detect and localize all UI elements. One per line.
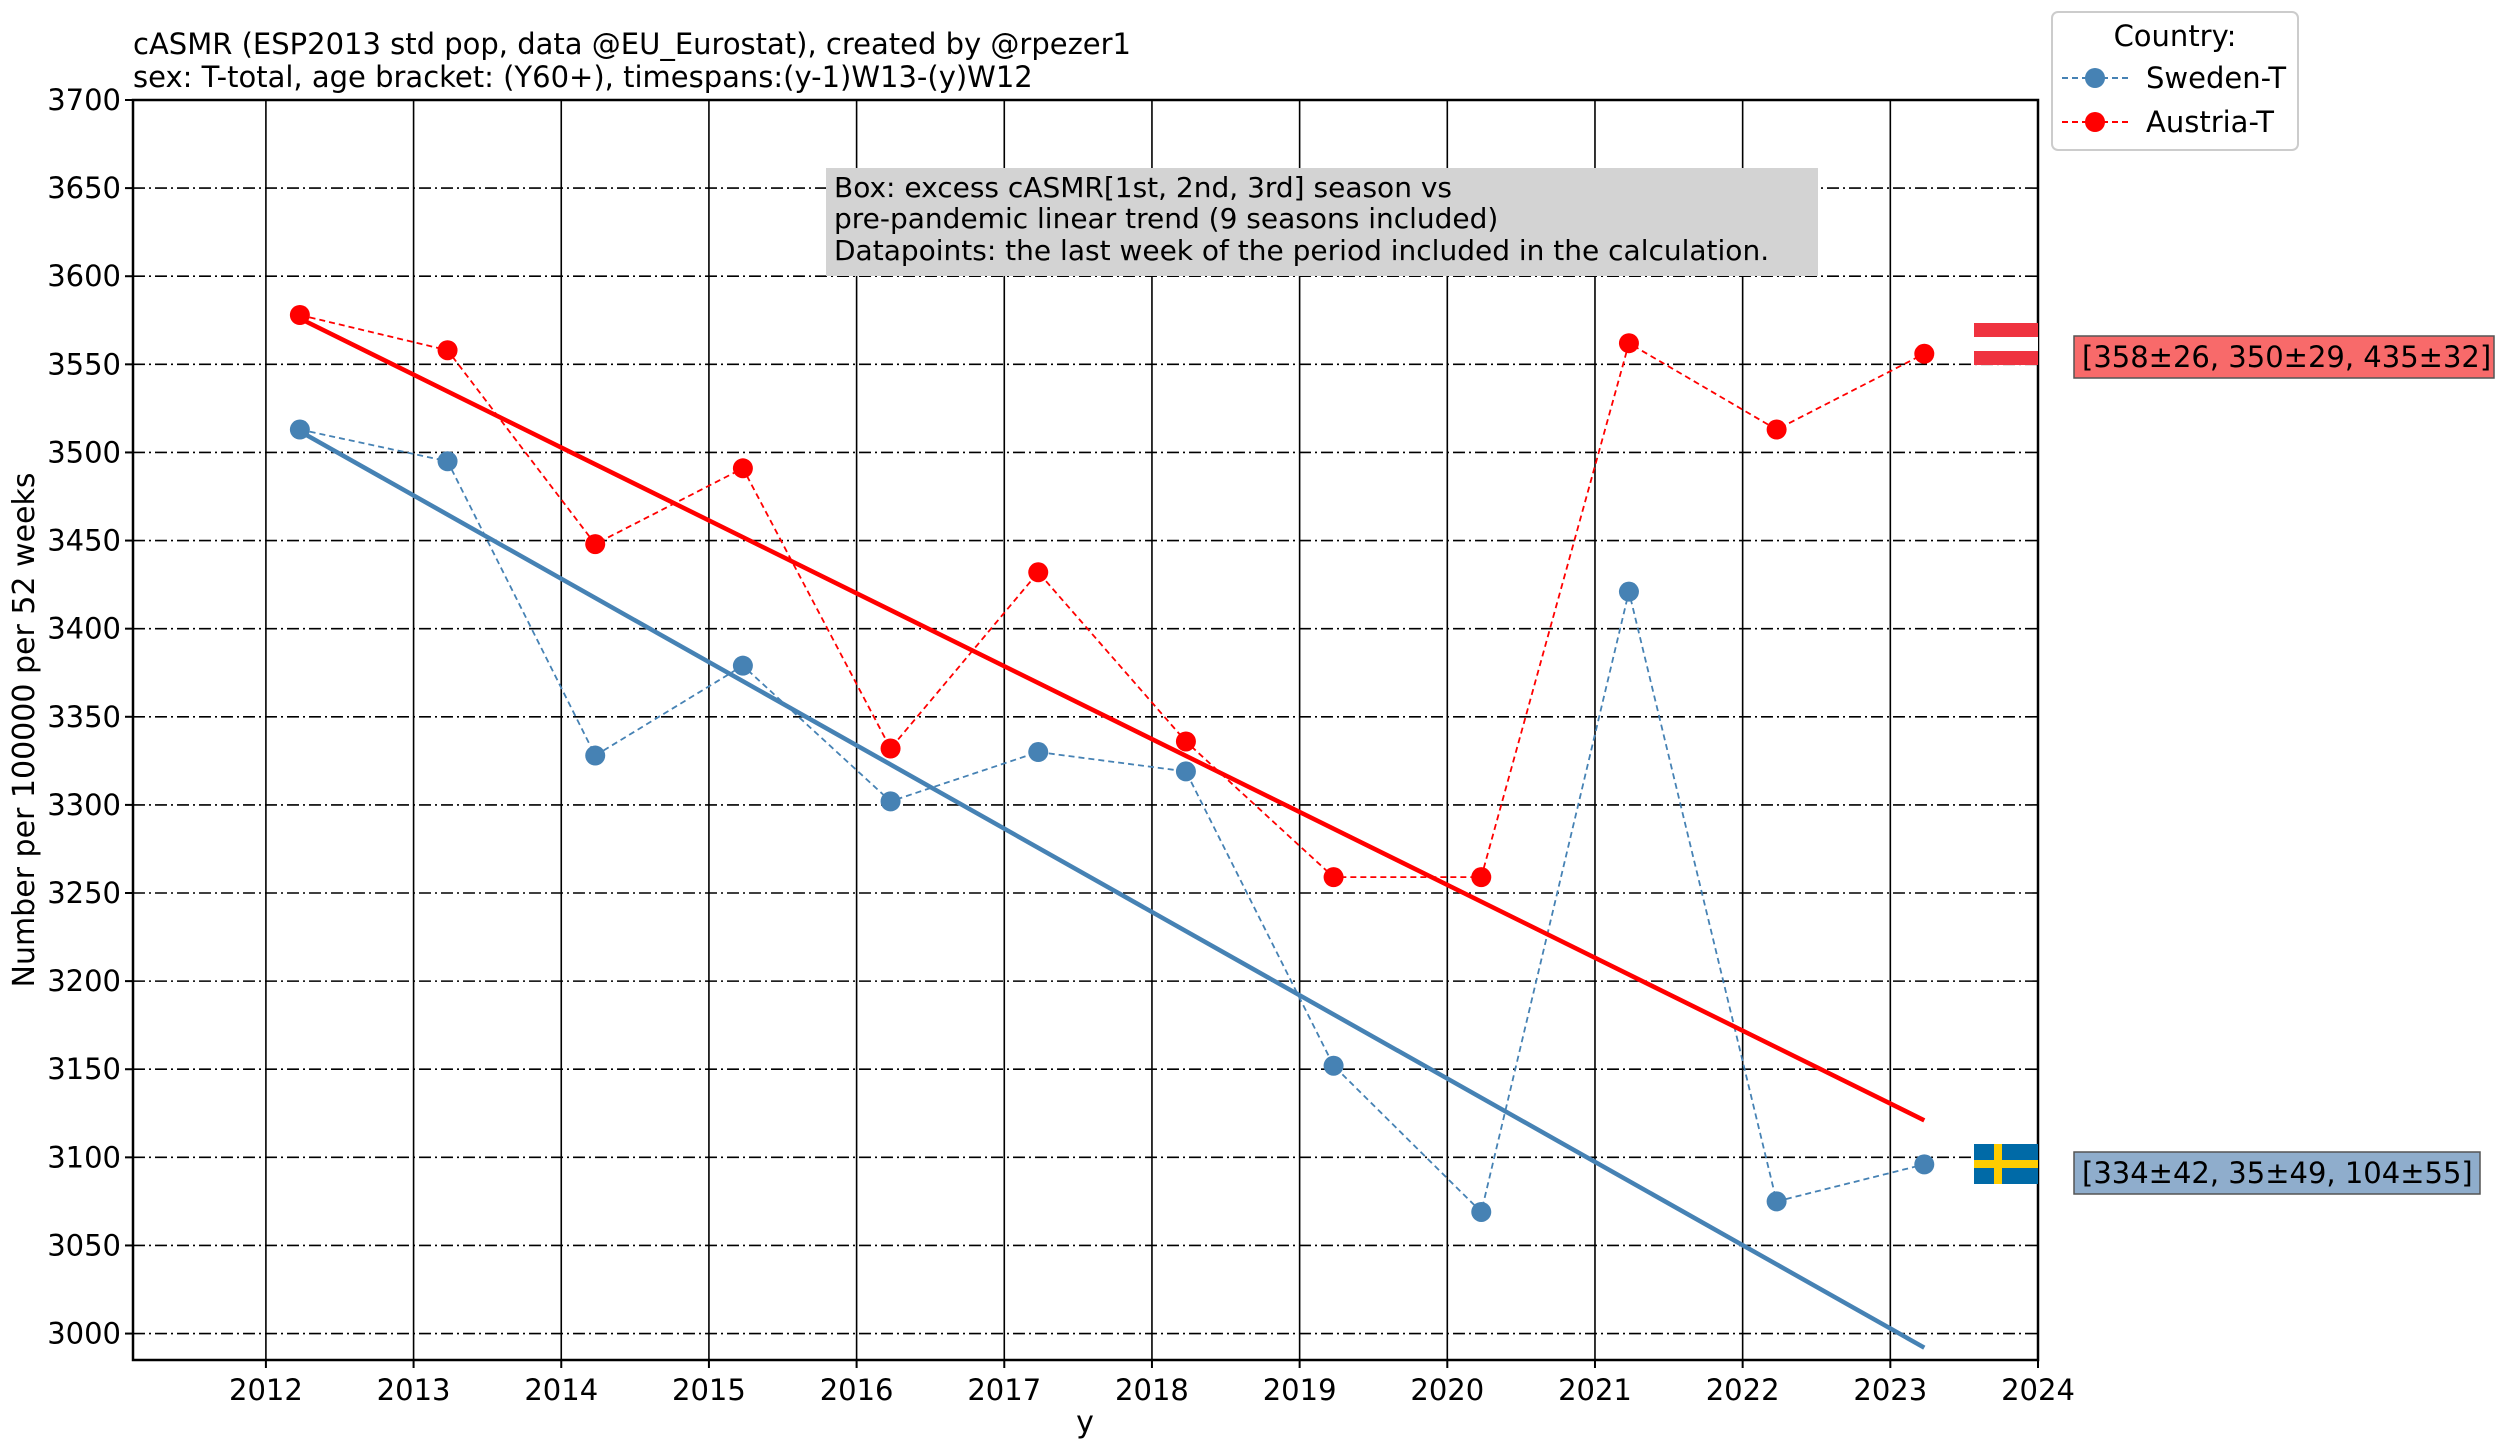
austria-excess-box: [358±26, 350±29, 435±32] bbox=[2073, 335, 2495, 379]
y-tick-label: 3600 bbox=[47, 259, 121, 293]
x-tick-label: 2019 bbox=[1263, 1373, 1337, 1407]
sweden-excess-box: [334±42, 35±49, 104±55] bbox=[2073, 1151, 2481, 1195]
sweden-t-data-point bbox=[1175, 761, 1196, 782]
austria-flag-icon bbox=[1974, 323, 2038, 365]
sweden-t-data-point bbox=[880, 791, 901, 812]
austria-t-data-point bbox=[1028, 562, 1049, 583]
sweden-t-data-point bbox=[585, 745, 606, 766]
legend: Country: Sweden-T Austria-T bbox=[2051, 11, 2299, 151]
austria-t-trend-line bbox=[298, 316, 1926, 1123]
y-tick-label: 3150 bbox=[47, 1052, 121, 1086]
sweden-t-data-point bbox=[1766, 1191, 1787, 1212]
austria-t-data-point bbox=[585, 534, 606, 555]
y-tick-label: 3300 bbox=[47, 788, 121, 822]
austria-t-data-point bbox=[1914, 343, 1935, 364]
y-tick-label: 3200 bbox=[47, 964, 121, 998]
grid bbox=[133, 99, 2039, 1360]
plot-area-frame bbox=[131, 98, 2040, 1362]
x-tick-label: 2012 bbox=[229, 1373, 303, 1407]
sweden-t-data-point bbox=[1028, 742, 1049, 763]
y-tick-label: 3500 bbox=[47, 435, 121, 469]
y-tick-label: 3550 bbox=[47, 347, 121, 381]
sweden-t-data-point bbox=[1323, 1055, 1344, 1076]
chart-title-line1: cASMR (ESP2013 std pop, data @EU_Eurosta… bbox=[133, 27, 1131, 61]
legend-title: Country: bbox=[2114, 19, 2237, 53]
y-tick-label: 3350 bbox=[47, 700, 121, 734]
series-layer bbox=[289, 304, 1935, 1350]
sweden-t-data-point bbox=[289, 419, 310, 440]
x-tick-label: 2017 bbox=[967, 1373, 1041, 1407]
sweden-t-data-point bbox=[1914, 1154, 1935, 1175]
sweden-t-data-point bbox=[1471, 1201, 1492, 1222]
legend-austria-marker bbox=[2085, 112, 2105, 132]
x-tick-label: 2023 bbox=[1853, 1373, 1927, 1407]
x-axis: 2012 2013 2014 2015 2016 2017 2018 2019 2020 2021… bbox=[229, 1360, 2075, 1407]
y-tick-label: 3250 bbox=[47, 876, 121, 910]
x-tick-label: 2016 bbox=[820, 1373, 894, 1407]
sweden-t-data-point bbox=[732, 655, 753, 676]
sweden-flag-icon bbox=[1974, 1144, 2038, 1184]
austria-excess-label: [358±26, 350±29, 435±32] bbox=[2082, 340, 2491, 374]
austria-t-data-point bbox=[437, 340, 458, 361]
sweden-t-data-point bbox=[437, 451, 458, 472]
x-tick-label: 2014 bbox=[524, 1373, 598, 1407]
x-tick-label: 2013 bbox=[377, 1373, 451, 1407]
sweden-t-data-point bbox=[1618, 581, 1639, 602]
austria-t-data-point bbox=[1766, 419, 1787, 440]
y-tick-label: 3050 bbox=[47, 1228, 121, 1262]
y-tick-label: 3650 bbox=[47, 171, 121, 205]
annotation-box: Box: excess cASMR[1st, 2nd, 3rd] season … bbox=[826, 168, 1818, 276]
austria-t-data-point bbox=[880, 738, 901, 759]
austria-t-data-point bbox=[1175, 731, 1196, 752]
x-tick-label: 2021 bbox=[1558, 1373, 1632, 1407]
x-tick-label: 2024 bbox=[2001, 1373, 2075, 1407]
annotation-line: pre-pandemic linear trend (9 seasons inc… bbox=[834, 202, 1498, 235]
y-tick-label: 3400 bbox=[47, 612, 121, 646]
x-tick-label: 2018 bbox=[1115, 1373, 1189, 1407]
sweden-t-series-line bbox=[299, 428, 1925, 1214]
x-tick-label: 2022 bbox=[1706, 1373, 1780, 1407]
legend-sweden-marker bbox=[2085, 68, 2105, 88]
sweden-excess-label: [334±42, 35±49, 104±55] bbox=[2082, 1156, 2473, 1190]
y-axis-label: Number per 100000 per 52 weeks bbox=[7, 472, 42, 987]
austria-t-data-point bbox=[1323, 867, 1344, 888]
x-tick-label: 2015 bbox=[672, 1373, 746, 1407]
y-axis: 3000 3050 3100 3150 3200 3250 3300 3350 3400 3450… bbox=[47, 83, 133, 1351]
austria-t-series-line bbox=[299, 314, 1925, 879]
y-tick-label: 3450 bbox=[47, 524, 121, 558]
austria-t-data-point bbox=[1471, 867, 1492, 888]
x-tick-label: 2020 bbox=[1410, 1373, 1484, 1407]
austria-t-data-point bbox=[289, 304, 310, 325]
sweden-t-trend-line bbox=[298, 429, 1926, 1350]
annotation-line: Box: excess cASMR[1st, 2nd, 3rd] season … bbox=[834, 171, 1452, 204]
austria-t-data-point bbox=[1618, 333, 1639, 354]
y-tick-label: 3700 bbox=[47, 83, 121, 117]
annotation-line: Datapoints: the last week of the period … bbox=[834, 234, 1769, 267]
legend-austria-label: Austria-T bbox=[2146, 105, 2274, 139]
y-tick-label: 3100 bbox=[47, 1140, 121, 1174]
y-tick-label: 3000 bbox=[47, 1317, 121, 1351]
austria-t-data-point bbox=[732, 458, 753, 479]
chart-title-line2: sex: T-total, age bracket: (Y60+), times… bbox=[133, 60, 1033, 94]
x-axis-label: y bbox=[1076, 1405, 1094, 1440]
legend-sweden-label: Sweden-T bbox=[2146, 61, 2286, 95]
